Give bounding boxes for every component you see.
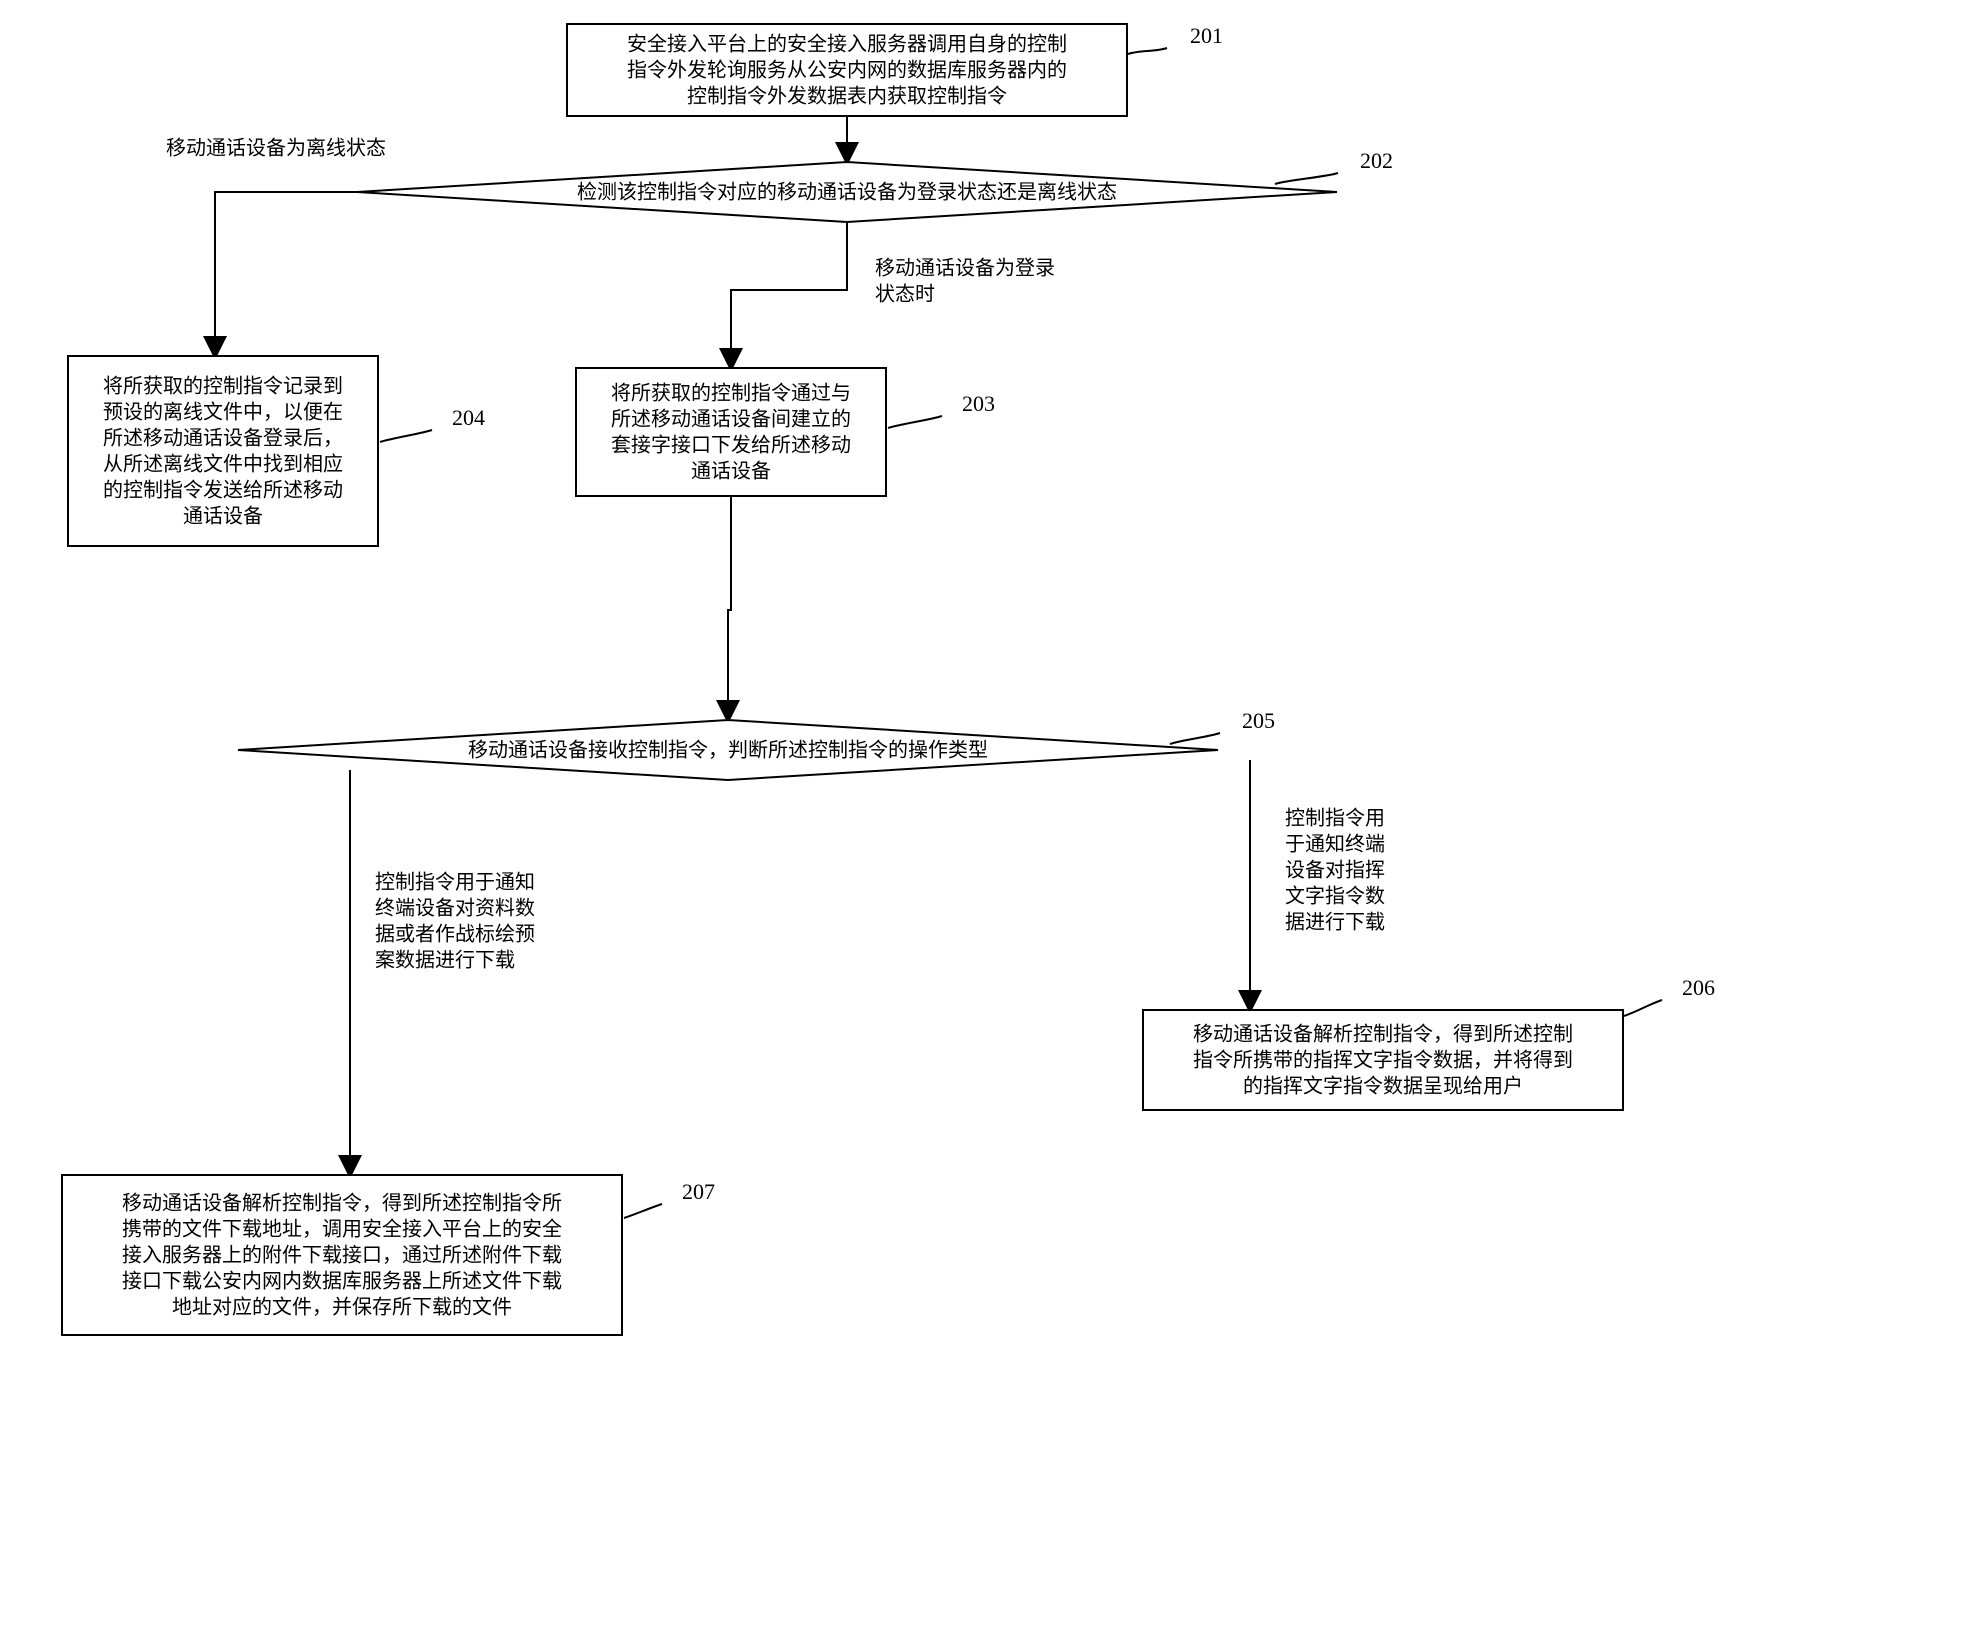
leader-line	[380, 430, 432, 442]
svg-text:据或者作战标绘预: 据或者作战标绘预	[375, 923, 535, 946]
svg-text:通话设备: 通话设备	[691, 460, 771, 483]
edge-label-op_text: 控制指令用于通知终端设备对指挥文字指令数据进行下载	[1285, 807, 1385, 934]
step-label: 207	[682, 1179, 715, 1204]
svg-text:所述移动通话设备登录后，: 所述移动通话设备登录后，	[103, 427, 343, 450]
svg-text:终端设备对资料数: 终端设备对资料数	[375, 897, 535, 920]
svg-text:控制指令外发数据表内获取控制指令: 控制指令外发数据表内获取控制指令	[687, 85, 1007, 108]
edge-label-op_data: 控制指令用于通知终端设备对资料数据或者作战标绘预案数据进行下载	[375, 871, 535, 972]
svg-text:通话设备: 通话设备	[183, 505, 263, 528]
svg-text:设备对指挥: 设备对指挥	[1285, 859, 1385, 882]
svg-text:地址对应的文件，并保存所下载的文件: 地址对应的文件，并保存所下载的文件	[172, 1296, 512, 1319]
svg-text:控制指令用: 控制指令用	[1285, 807, 1385, 830]
svg-text:指令外发轮询服务从公安内网的数据库服务器内的: 指令外发轮询服务从公安内网的数据库服务器内的	[627, 59, 1067, 82]
leader-line	[1624, 1000, 1662, 1016]
step-label: 204	[452, 405, 485, 430]
step-label: 205	[1242, 708, 1275, 733]
svg-text:安全接入平台上的安全接入服务器调用自身的控制: 安全接入平台上的安全接入服务器调用自身的控制	[627, 33, 1067, 56]
step-label: 206	[1682, 975, 1715, 1000]
svg-text:所述移动通话设备间建立的: 所述移动通话设备间建立的	[611, 408, 851, 431]
svg-text:文字指令数: 文字指令数	[1285, 885, 1385, 908]
leader-line	[1128, 48, 1167, 54]
svg-text:从所述离线文件中找到相应: 从所述离线文件中找到相应	[103, 453, 343, 476]
node-203: 将所获取的控制指令通过与所述移动通话设备间建立的套接字接口下发给所述移动通话设备	[576, 368, 886, 496]
svg-text:的控制指令发送给所述移动: 的控制指令发送给所述移动	[103, 479, 343, 502]
edge-label-online: 移动通话设备为登录状态时	[875, 257, 1055, 306]
svg-text:携带的文件下载地址，调用安全接入平台上的安全: 携带的文件下载地址，调用安全接入平台上的安全	[122, 1218, 562, 1241]
leader-line	[1170, 733, 1220, 744]
node-205: 移动通话设备接收控制指令，判断所述控制指令的操作类型	[238, 720, 1218, 780]
leader-line	[624, 1204, 662, 1218]
step-label: 201	[1190, 23, 1223, 48]
svg-text:预设的离线文件中，以便在: 预设的离线文件中，以便在	[103, 401, 343, 424]
svg-text:接口下载公安内网内数据库服务器上所述文件下载: 接口下载公安内网内数据库服务器上所述文件下载	[122, 1270, 562, 1293]
svg-text:将所获取的控制指令通过与: 将所获取的控制指令通过与	[611, 382, 851, 405]
svg-text:套接字接口下发给所述移动: 套接字接口下发给所述移动	[611, 434, 851, 457]
svg-text:检测该控制指令对应的移动通话设备为登录状态还是离线状态: 检测该控制指令对应的移动通话设备为登录状态还是离线状态	[577, 181, 1117, 204]
svg-text:移动通话设备解析控制指令，得到所述控制指令所: 移动通话设备解析控制指令，得到所述控制指令所	[122, 1192, 562, 1215]
svg-text:接入服务器上的附件下载接口，通过所述附件下载: 接入服务器上的附件下载接口，通过所述附件下载	[122, 1244, 562, 1267]
svg-text:状态时: 状态时	[875, 283, 935, 306]
svg-text:指令所携带的指挥文字指令数据，并将得到: 指令所携带的指挥文字指令数据，并将得到	[1193, 1049, 1573, 1072]
node-204: 将所获取的控制指令记录到预设的离线文件中，以便在所述移动通话设备登录后， 从所述离…	[68, 356, 378, 546]
edge	[215, 192, 357, 356]
step-label: 203	[962, 391, 995, 416]
svg-text:将所获取的控制指令记录到: 将所获取的控制指令记录到	[103, 375, 343, 398]
node-206: 移动通话设备解析控制指令，得到所述控制指令所携带的指挥文字指令数据，并将得到的指…	[1143, 1010, 1623, 1110]
svg-text:案数据进行下载: 案数据进行下载	[375, 949, 515, 972]
svg-text:移动通话设备为离线状态: 移动通话设备为离线状态	[166, 137, 386, 160]
node-201: 安全接入平台上的安全接入服务器调用自身的控制指令外发轮询服务从公安内网的数据库服…	[567, 24, 1127, 116]
svg-text:移动通话设备接收控制指令，判断所述控制指令的操作类型: 移动通话设备接收控制指令，判断所述控制指令的操作类型	[468, 739, 988, 762]
node-207: 移动通话设备解析控制指令，得到所述控制指令所携带的文件下载地址，调用安全接入平台…	[62, 1175, 622, 1335]
edge	[728, 496, 731, 720]
leader-line	[1275, 173, 1338, 184]
svg-text:于通知终端: 于通知终端	[1285, 833, 1385, 856]
node-202: 检测该控制指令对应的移动通话设备为登录状态还是离线状态	[357, 162, 1337, 222]
edge-label-offline: 移动通话设备为离线状态	[166, 137, 386, 160]
leader-line	[888, 416, 942, 428]
edge	[731, 222, 847, 368]
svg-text:移动通话设备为登录: 移动通话设备为登录	[875, 257, 1055, 280]
svg-text:控制指令用于通知: 控制指令用于通知	[375, 871, 535, 894]
svg-text:据进行下载: 据进行下载	[1285, 911, 1385, 934]
step-label: 202	[1360, 148, 1393, 173]
svg-text:移动通话设备解析控制指令，得到所述控制: 移动通话设备解析控制指令，得到所述控制	[1193, 1023, 1573, 1046]
svg-text:的指挥文字指令数据呈现给用户: 的指挥文字指令数据呈现给用户	[1243, 1075, 1523, 1098]
